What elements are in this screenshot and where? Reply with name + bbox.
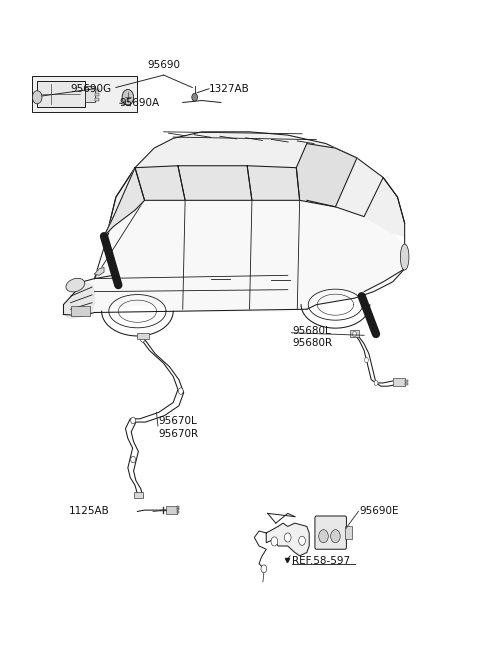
Ellipse shape	[66, 278, 85, 292]
Bar	[345, 527, 352, 540]
Ellipse shape	[400, 244, 409, 270]
Text: 95670R: 95670R	[159, 429, 199, 439]
Circle shape	[179, 388, 183, 394]
Circle shape	[131, 457, 135, 463]
Circle shape	[122, 90, 133, 105]
Bar	[393, 379, 405, 386]
Circle shape	[331, 530, 340, 543]
Text: REF.58-597: REF.58-597	[291, 556, 349, 566]
Circle shape	[284, 533, 291, 542]
FancyBboxPatch shape	[33, 77, 137, 112]
Polygon shape	[296, 143, 357, 207]
Text: 95690: 95690	[147, 60, 180, 70]
Bar	[137, 333, 149, 339]
Bar	[71, 306, 90, 316]
Polygon shape	[63, 282, 95, 318]
Bar	[96, 89, 99, 92]
Bar	[177, 511, 180, 513]
Bar	[405, 383, 408, 385]
Text: 95690G: 95690G	[71, 84, 112, 94]
Polygon shape	[95, 267, 104, 275]
Text: 1125AB: 1125AB	[69, 506, 110, 516]
FancyBboxPatch shape	[315, 516, 347, 550]
Bar	[96, 94, 99, 96]
FancyBboxPatch shape	[37, 81, 85, 107]
Bar	[405, 380, 408, 382]
Bar	[177, 508, 180, 510]
Text: 95670L: 95670L	[159, 417, 198, 426]
Circle shape	[299, 536, 305, 546]
Bar	[177, 506, 180, 508]
Circle shape	[374, 381, 378, 386]
Text: 1327AB: 1327AB	[209, 84, 250, 94]
Circle shape	[33, 91, 42, 103]
Polygon shape	[247, 166, 300, 200]
Polygon shape	[178, 166, 252, 200]
Polygon shape	[135, 166, 185, 200]
Bar	[166, 506, 177, 514]
Polygon shape	[104, 168, 144, 236]
Text: 95680L: 95680L	[292, 326, 331, 336]
Circle shape	[353, 331, 357, 337]
Bar	[134, 492, 143, 498]
Circle shape	[261, 565, 267, 572]
Text: 95690A: 95690A	[120, 98, 160, 108]
Circle shape	[192, 94, 198, 101]
Text: 95680R: 95680R	[292, 338, 333, 348]
Bar	[85, 86, 96, 102]
Polygon shape	[109, 132, 405, 236]
Circle shape	[364, 358, 368, 363]
Bar	[350, 330, 360, 337]
Polygon shape	[266, 523, 309, 556]
Polygon shape	[63, 200, 405, 318]
Circle shape	[271, 537, 278, 546]
Circle shape	[131, 417, 135, 424]
Circle shape	[319, 530, 328, 543]
Text: 95690E: 95690E	[360, 506, 399, 516]
Circle shape	[140, 335, 145, 342]
Bar	[96, 98, 99, 100]
